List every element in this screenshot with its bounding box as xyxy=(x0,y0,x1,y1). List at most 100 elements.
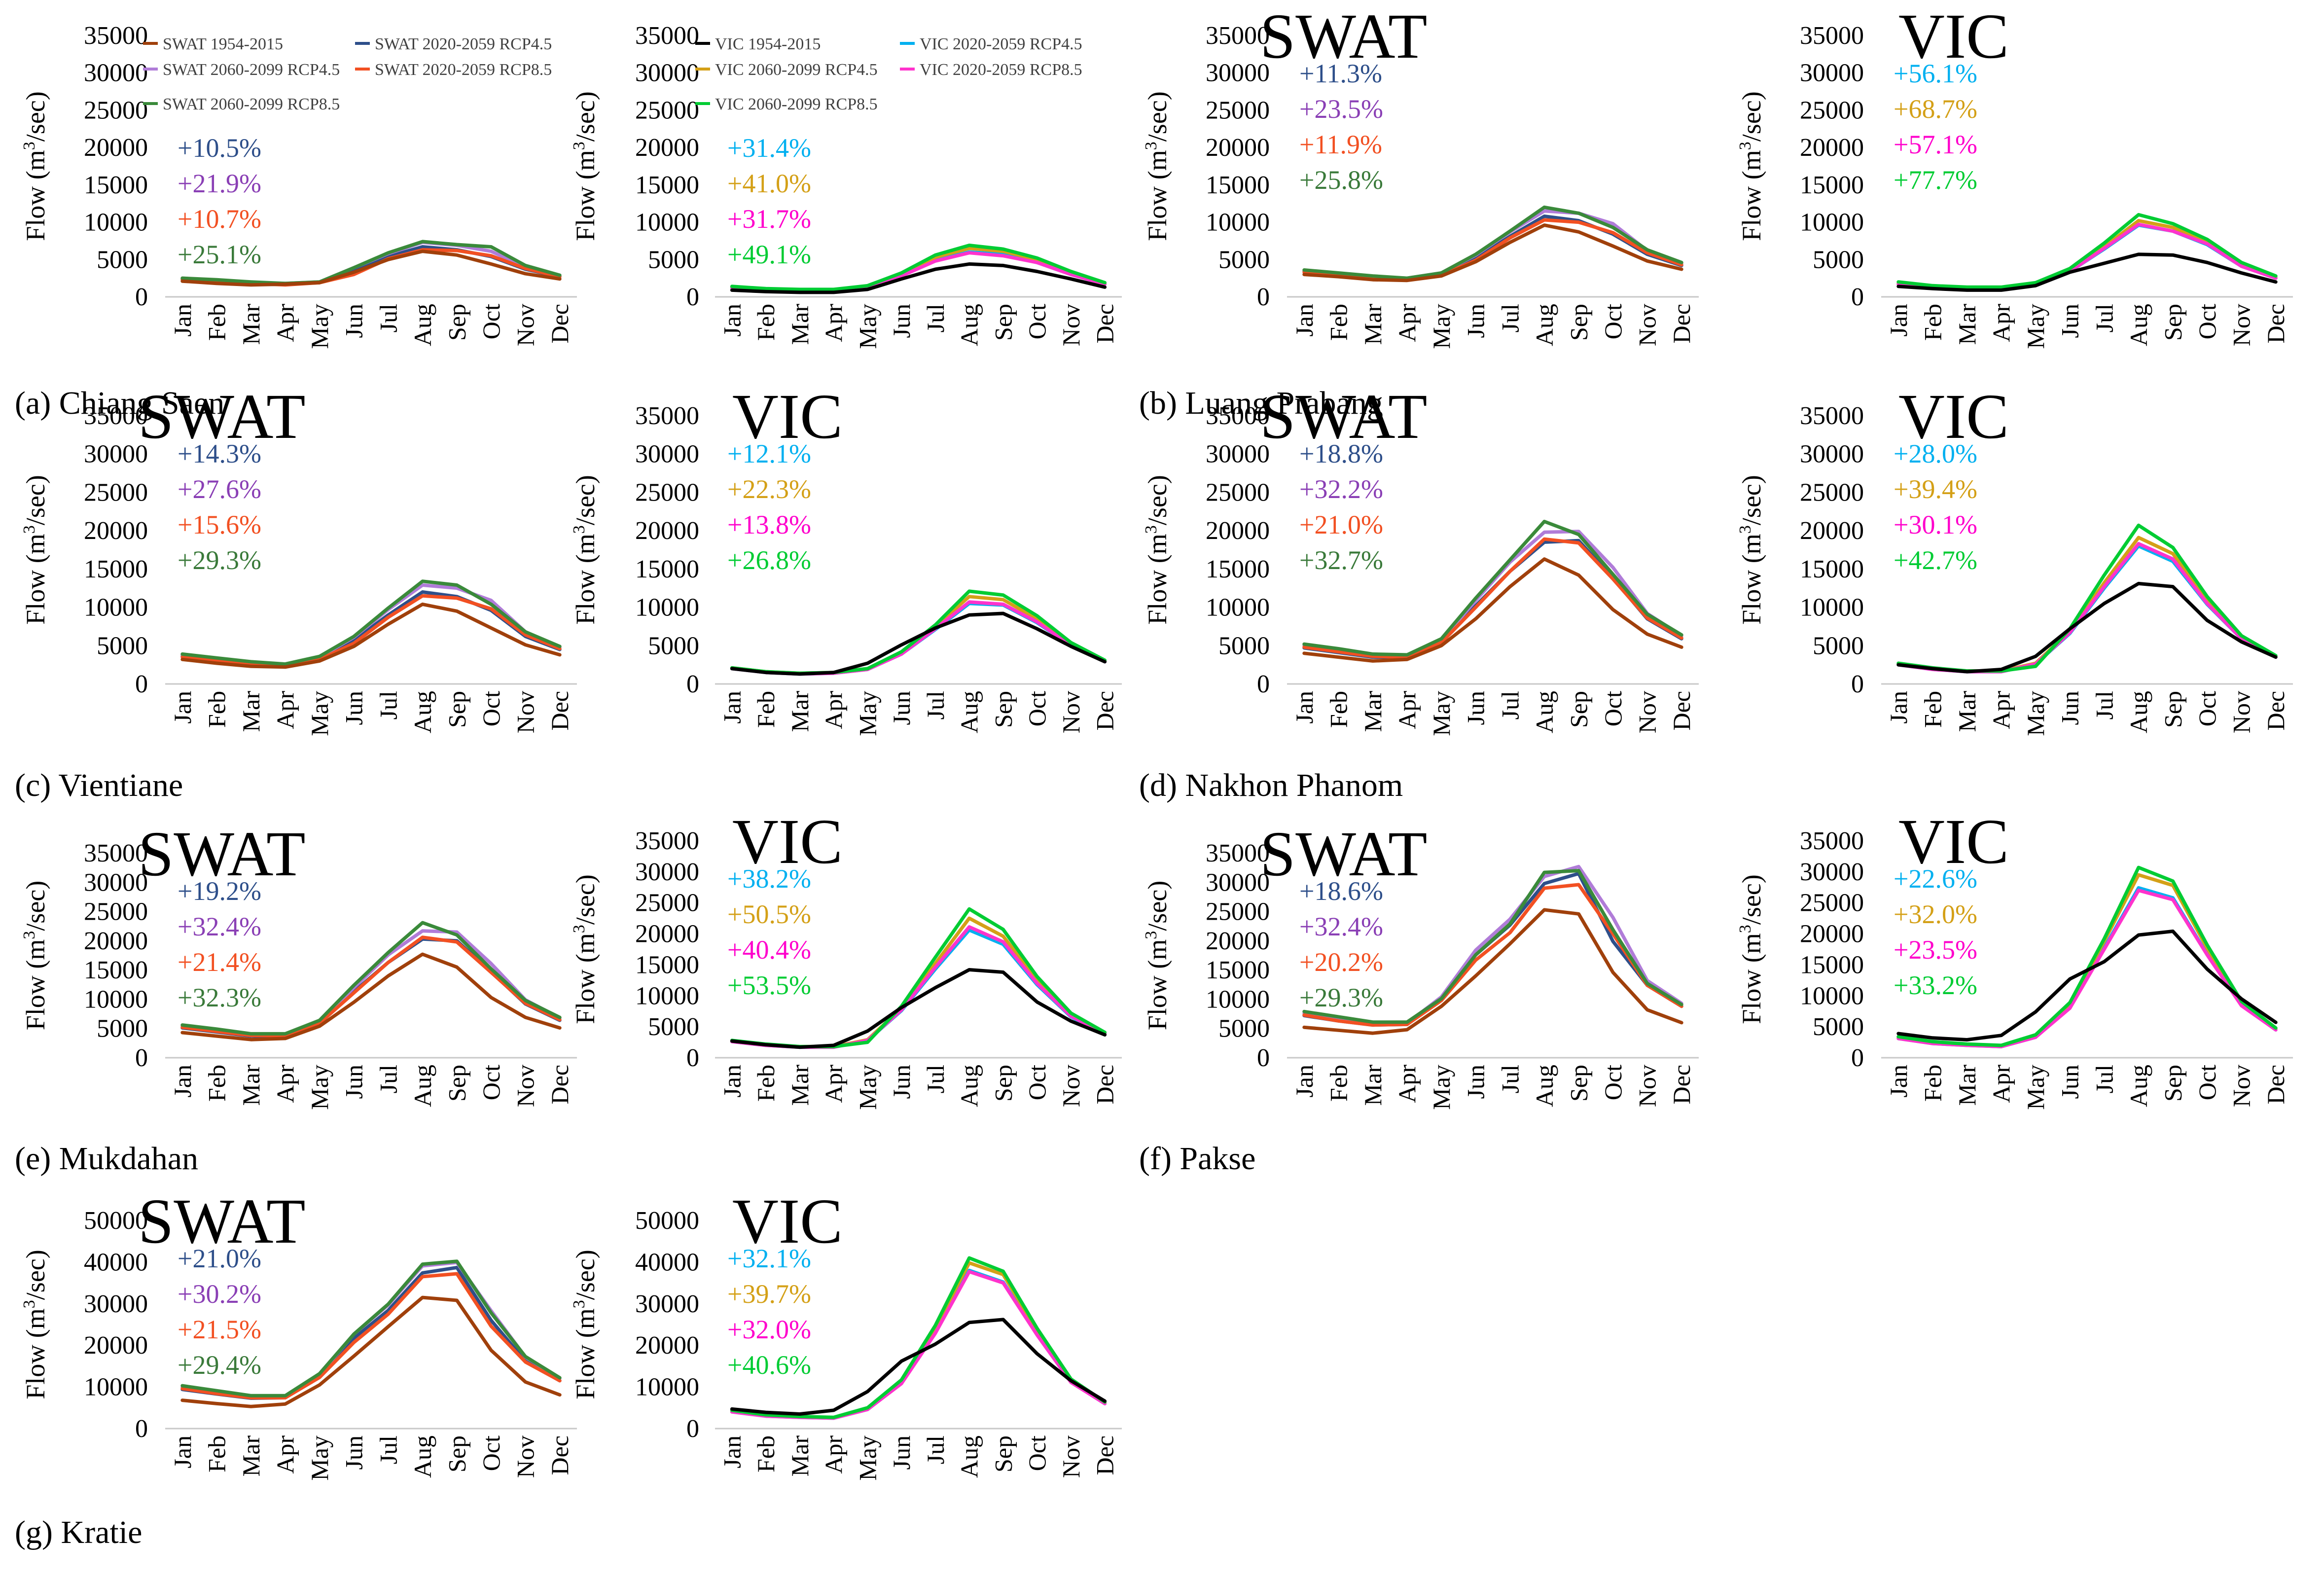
legend-label: SWAT 1954-2015 xyxy=(163,35,283,53)
percent-change-label: +57.1% xyxy=(1894,130,1977,159)
x-tick-label: Dec xyxy=(1091,691,1119,731)
x-tick-label: May xyxy=(2022,304,2049,349)
x-tick-label: Aug xyxy=(1531,1065,1558,1107)
x-tick-label: Feb xyxy=(752,304,780,341)
y-tick-label: 15000 xyxy=(1800,951,1864,979)
x-tick-label: May xyxy=(306,304,333,349)
legend-label: SWAT 2020-2059 RCP8.5 xyxy=(375,61,552,79)
x-tick-label: Dec xyxy=(2262,304,2289,344)
x-tick-label: Apr xyxy=(272,304,299,342)
percent-change-label: +10.5% xyxy=(178,133,261,163)
y-axis-title: Flow (m3/sec) xyxy=(20,881,50,1030)
x-tick-label: Sep xyxy=(989,304,1017,341)
x-tick-label: Jun xyxy=(2056,304,2084,338)
x-tick-label: Jun xyxy=(1462,1065,1490,1099)
chart-luang-prabang-vic: 0 5000 10000 15000 20000 25000 30000 35000 Flow … xyxy=(1736,1,2293,349)
percent-change-label: +23.5% xyxy=(1894,935,1977,965)
y-tick-label: 5000 xyxy=(648,632,699,660)
series-line-swat-2060-2099-rcp8.5 xyxy=(180,921,562,1036)
y-tick-label: 0 xyxy=(135,1415,148,1443)
model-title: VIC xyxy=(732,381,843,452)
y-tick-label: 15000 xyxy=(84,555,148,583)
x-tick-label: Nov xyxy=(1057,1435,1085,1478)
x-tick-label: Apr xyxy=(1988,691,2015,729)
percent-change-label: +32.7% xyxy=(1299,545,1383,575)
y-tick-label: 20000 xyxy=(635,517,699,545)
x-tick-label: Feb xyxy=(752,1065,780,1102)
x-tick-label: Oct xyxy=(477,691,505,726)
y-tick-label: 25000 xyxy=(1206,898,1270,926)
x-tick-label: Jul xyxy=(2090,691,2118,719)
y-tick-label: 15000 xyxy=(1800,171,1864,199)
x-tick-label: Apr xyxy=(1394,304,1421,342)
x-tick-label: Sep xyxy=(2159,691,2186,728)
y-tick-label: 35000 xyxy=(1800,402,1864,430)
x-tick-label: Oct xyxy=(1599,691,1627,726)
y-tick-label: 35000 xyxy=(84,839,148,867)
percent-change-label: +23.5% xyxy=(1299,94,1383,124)
x-tick-label: Jan xyxy=(1885,691,1912,724)
percent-change-label: +13.8% xyxy=(727,510,811,539)
series-line-vic-1954-2015 xyxy=(1896,930,2278,1041)
y-tick-label: 35000 xyxy=(1206,402,1270,430)
y-tick-label: 30000 xyxy=(84,868,148,896)
y-tick-label: 5000 xyxy=(1813,632,1864,660)
x-tick-label: Jan xyxy=(169,1065,196,1098)
series-line-vic-1954-2015 xyxy=(1896,581,2278,674)
y-tick-label: 15000 xyxy=(84,956,148,984)
y-tick-label: 25000 xyxy=(1206,478,1270,506)
y-tick-label: 25000 xyxy=(1800,478,1864,506)
x-tick-label: Feb xyxy=(752,1435,780,1472)
percent-change-label: +77.7% xyxy=(1894,165,1977,195)
y-tick-label: 0 xyxy=(1257,283,1270,311)
x-tick-label: Mar xyxy=(237,1435,265,1477)
x-tick-label: Jan xyxy=(1290,691,1318,724)
x-tick-label: Jul xyxy=(922,304,949,332)
legend-label: SWAT 2060-2099 RCP4.5 xyxy=(163,61,340,79)
percent-change-label: +39.7% xyxy=(727,1279,811,1309)
x-tick-label: Mar xyxy=(1953,1065,1981,1106)
y-axis-title: Flow (m3/sec) xyxy=(1142,881,1172,1030)
percent-change-label: +68.7% xyxy=(1894,94,1977,124)
series-line-swat-2060-2099-rcp8.5 xyxy=(180,579,562,666)
model-title: SWAT xyxy=(138,819,305,890)
x-tick-label: Sep xyxy=(2159,1065,2186,1102)
x-tick-label: Nov xyxy=(2228,304,2255,346)
legend-label: VIC 2060-2099 RCP8.5 xyxy=(715,95,878,113)
y-axis-title: Flow (m3/sec) xyxy=(570,1250,600,1399)
y-tick-label: 20000 xyxy=(84,134,148,162)
x-tick-label: Mar xyxy=(237,1065,265,1106)
y-tick-label: 5000 xyxy=(1813,1013,1864,1041)
x-tick-label: Sep xyxy=(1565,691,1592,728)
series-line-swat-1954-2015 xyxy=(1302,557,1683,663)
chart-vientiane-swat: 0 5000 10000 15000 20000 25000 30000 35000 Flow … xyxy=(20,381,577,736)
y-tick-label: 35000 xyxy=(635,22,699,50)
y-axis-title: Flow (m3/sec) xyxy=(570,475,600,624)
x-tick-label: Aug xyxy=(1531,304,1558,346)
x-tick-label: Jun xyxy=(340,1065,368,1099)
y-tick-label: 20000 xyxy=(84,927,148,955)
y-tick-label: 20000 xyxy=(1206,134,1270,162)
x-tick-label: Jul xyxy=(1496,691,1524,719)
series-line-swat-1954-2015 xyxy=(1302,908,1683,1035)
series-line-swat-1954-2015 xyxy=(1302,223,1683,283)
x-tick-label: Mar xyxy=(786,1065,814,1106)
series-line-vic-1954-2015 xyxy=(730,611,1107,676)
percent-change-label: +25.8% xyxy=(1299,165,1383,195)
x-tick-label: Dec xyxy=(1668,1065,1695,1105)
y-tick-label: 20000 xyxy=(1206,517,1270,545)
percent-change-label: +29.3% xyxy=(178,545,261,575)
y-tick-label: 0 xyxy=(135,283,148,311)
y-tick-label: 10000 xyxy=(635,594,699,622)
x-tick-label: Mar xyxy=(1953,691,1981,732)
x-tick-label: Apr xyxy=(1394,691,1421,729)
y-tick-label: 20000 xyxy=(84,517,148,545)
legend-label: SWAT 2060-2099 RCP8.5 xyxy=(163,95,340,113)
chart-vientiane-vic: 0 5000 10000 15000 20000 25000 30000 35000 Flow … xyxy=(570,381,1122,736)
y-tick-label: 35000 xyxy=(84,22,148,50)
percent-change-label: +22.6% xyxy=(1894,864,1977,894)
x-tick-label: Mar xyxy=(786,1435,814,1477)
legend-label: VIC 1954-2015 xyxy=(715,35,821,53)
